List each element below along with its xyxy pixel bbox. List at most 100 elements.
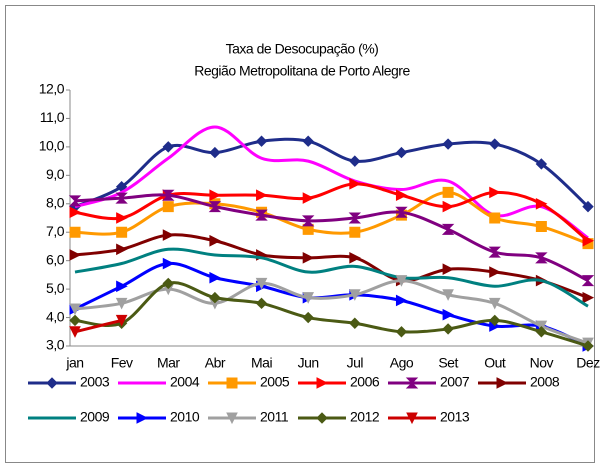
x-tick-label: jan bbox=[65, 355, 83, 371]
point bbox=[348, 212, 362, 224]
point bbox=[489, 314, 501, 327]
legend-marker bbox=[316, 377, 329, 389]
point bbox=[349, 252, 361, 264]
point bbox=[209, 271, 222, 284]
point bbox=[395, 326, 408, 338]
legend-marker bbox=[136, 412, 149, 424]
point bbox=[162, 141, 174, 153]
point bbox=[489, 212, 501, 224]
point bbox=[395, 275, 408, 287]
point bbox=[395, 189, 408, 202]
point bbox=[302, 311, 314, 324]
point bbox=[255, 135, 268, 147]
point bbox=[162, 201, 174, 213]
legend-label: 2010 bbox=[170, 409, 200, 425]
legend-label: 2007 bbox=[440, 374, 470, 390]
x-tick-label: Abr bbox=[205, 355, 226, 371]
y-tick-label: 3,0 bbox=[46, 337, 65, 353]
legend-marker bbox=[46, 377, 58, 389]
point bbox=[442, 186, 454, 198]
legend-marker bbox=[226, 412, 238, 425]
legend-label: 2005 bbox=[260, 374, 290, 390]
point bbox=[395, 206, 408, 218]
legend-label: 2013 bbox=[440, 409, 470, 425]
y-tick-label: 12,0 bbox=[39, 81, 65, 97]
point bbox=[489, 266, 501, 278]
x-tick-label: Ago bbox=[390, 355, 414, 371]
point bbox=[395, 146, 408, 159]
x-tick-label: Nov bbox=[530, 355, 554, 371]
y-tick-label: 5,0 bbox=[46, 280, 65, 296]
point bbox=[116, 243, 128, 256]
point bbox=[69, 249, 82, 261]
point bbox=[208, 201, 222, 213]
point bbox=[302, 192, 315, 204]
point bbox=[209, 146, 221, 159]
legend-marker bbox=[406, 412, 418, 425]
point bbox=[489, 186, 501, 199]
point bbox=[116, 226, 128, 238]
legend-label: 2003 bbox=[80, 374, 110, 390]
point bbox=[349, 178, 361, 190]
point bbox=[442, 263, 455, 276]
point bbox=[115, 192, 128, 204]
point bbox=[301, 215, 315, 227]
point bbox=[69, 226, 81, 238]
point bbox=[535, 197, 548, 210]
legend-marker bbox=[496, 377, 509, 389]
point bbox=[442, 308, 455, 321]
point bbox=[535, 158, 548, 170]
point bbox=[488, 297, 501, 310]
point bbox=[442, 289, 454, 301]
point bbox=[442, 138, 454, 150]
x-tick-label: Set bbox=[438, 355, 458, 371]
x-tick-label: Out bbox=[484, 355, 506, 371]
point bbox=[255, 209, 268, 221]
legend-label: 2012 bbox=[350, 409, 380, 425]
point bbox=[489, 138, 501, 150]
x-tick-label: Jun bbox=[298, 355, 319, 371]
point bbox=[302, 292, 314, 304]
point bbox=[162, 257, 175, 270]
x-tick-label: Mai bbox=[251, 355, 272, 371]
y-tick-label: 10,0 bbox=[39, 138, 65, 154]
legend-label: 2004 bbox=[170, 374, 200, 390]
point bbox=[256, 189, 268, 202]
point bbox=[582, 234, 595, 247]
point bbox=[582, 340, 594, 352]
point bbox=[68, 195, 82, 207]
series-line bbox=[74, 247, 589, 308]
point bbox=[115, 297, 128, 310]
point bbox=[255, 297, 268, 310]
x-tick-label: Mar bbox=[157, 355, 180, 371]
point bbox=[395, 294, 408, 307]
point bbox=[162, 189, 175, 201]
legend-label: 2008 bbox=[530, 374, 560, 390]
point bbox=[116, 280, 128, 293]
point bbox=[69, 326, 81, 338]
x-tick-label: Dez bbox=[576, 355, 600, 371]
legend-marker bbox=[316, 412, 328, 424]
point bbox=[255, 277, 268, 290]
point bbox=[116, 212, 128, 224]
point bbox=[581, 275, 595, 287]
point bbox=[582, 291, 595, 304]
point bbox=[115, 314, 128, 327]
point bbox=[349, 155, 361, 167]
point bbox=[69, 314, 81, 327]
y-tick-label: 4,0 bbox=[46, 308, 65, 324]
point bbox=[349, 317, 361, 329]
legend-marker bbox=[226, 377, 238, 389]
point bbox=[302, 252, 315, 264]
legend-label: 2011 bbox=[260, 409, 289, 425]
point bbox=[209, 234, 222, 247]
point bbox=[535, 326, 548, 338]
point bbox=[162, 229, 175, 241]
legend-label: 2006 bbox=[350, 374, 380, 390]
y-tick-label: 6,0 bbox=[46, 251, 65, 267]
x-tick-label: Jul bbox=[347, 355, 364, 371]
point bbox=[582, 200, 594, 213]
point bbox=[349, 226, 361, 238]
chart-title: Taxa de Desocupação (%) bbox=[226, 41, 379, 57]
